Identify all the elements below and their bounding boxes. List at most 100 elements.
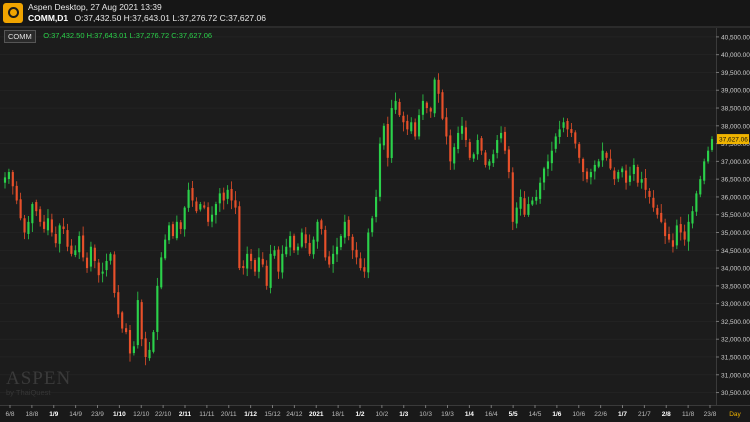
chart-header: Aspen Desktop, 27 Aug 2021 13:39 COMM,D1… bbox=[0, 0, 750, 26]
candle-down bbox=[121, 312, 124, 329]
candle-down bbox=[523, 198, 526, 215]
candle-up bbox=[246, 253, 249, 269]
candle-down bbox=[320, 220, 323, 229]
candle-down bbox=[171, 224, 175, 237]
y-tick-label: 36,500.00 bbox=[721, 177, 750, 184]
candle-down bbox=[62, 226, 65, 229]
candle-up bbox=[453, 147, 456, 164]
candle-down bbox=[585, 171, 589, 180]
candle-up bbox=[390, 108, 393, 159]
candle-down bbox=[234, 200, 237, 208]
x-tick-label: 10/6 bbox=[572, 411, 585, 418]
aspen-logo-icon bbox=[3, 3, 23, 23]
candle-down bbox=[613, 170, 616, 180]
candle-down bbox=[304, 234, 307, 244]
candle-down bbox=[11, 172, 14, 187]
x-tick-label: 11/11 bbox=[199, 411, 215, 418]
x-tick-label: 16/4 bbox=[485, 411, 498, 418]
y-tick-label: 34,000.00 bbox=[721, 266, 750, 273]
candle-up bbox=[554, 136, 557, 149]
candle-up bbox=[78, 236, 81, 253]
candle-up bbox=[531, 200, 534, 205]
candle-up bbox=[312, 239, 315, 255]
candle-up bbox=[703, 161, 706, 181]
candle-down bbox=[359, 258, 362, 269]
candle-up bbox=[257, 257, 260, 272]
candle-up bbox=[699, 179, 702, 195]
x-tick-label: 23/9 bbox=[91, 411, 104, 418]
candle-up bbox=[492, 154, 495, 164]
candle-up bbox=[3, 177, 7, 183]
candle-down bbox=[425, 102, 428, 109]
candle-up bbox=[300, 232, 303, 247]
candle-up bbox=[601, 150, 604, 161]
candle-down bbox=[222, 192, 225, 201]
candle-down bbox=[570, 129, 573, 133]
candle-up bbox=[488, 161, 491, 166]
candle-down bbox=[250, 253, 253, 261]
candle-up bbox=[675, 225, 678, 246]
x-tick-label: 24/12 bbox=[286, 411, 303, 418]
y-tick-label: 35,000.00 bbox=[721, 230, 750, 237]
x-tick-label: 19/3 bbox=[441, 411, 454, 418]
candle-up bbox=[164, 239, 167, 259]
candle-up bbox=[562, 122, 565, 128]
y-tick-label: 34,500.00 bbox=[721, 248, 750, 255]
candle-up bbox=[105, 260, 108, 271]
x-tick-label: 22/10 bbox=[155, 411, 172, 418]
candle-down bbox=[363, 267, 366, 272]
candle-down bbox=[19, 199, 22, 219]
candle-up bbox=[210, 214, 214, 222]
candle-up bbox=[367, 232, 370, 273]
candle-down bbox=[261, 258, 264, 265]
candle-up bbox=[296, 246, 300, 251]
candle-down bbox=[449, 135, 452, 162]
x-tick-label: 22/6 bbox=[594, 411, 607, 418]
candle-down bbox=[191, 187, 194, 201]
candle-up bbox=[281, 253, 284, 273]
candle-up bbox=[640, 179, 643, 183]
candle-up bbox=[167, 225, 171, 241]
candle-up bbox=[457, 132, 460, 150]
candle-down bbox=[644, 177, 647, 190]
x-tick-label: 1/4 bbox=[465, 411, 474, 418]
y-tick-label: 31,000.00 bbox=[721, 372, 750, 379]
header-separator bbox=[0, 26, 750, 28]
y-tick-label: 38,500.00 bbox=[721, 106, 750, 113]
x-tick-label: 14/9 bbox=[69, 411, 82, 418]
candle-up bbox=[339, 236, 342, 248]
candle-down bbox=[480, 138, 483, 151]
last-price-badge bbox=[717, 134, 749, 145]
candle-down bbox=[445, 117, 448, 137]
y-tick-label: 31,500.00 bbox=[721, 354, 750, 361]
candle-down bbox=[414, 122, 417, 137]
candle-down bbox=[230, 188, 233, 201]
candle-up bbox=[289, 236, 292, 248]
candle-down bbox=[140, 302, 143, 340]
candle-up bbox=[691, 211, 694, 224]
candle-up bbox=[417, 115, 421, 137]
candle-up bbox=[421, 100, 425, 115]
y-tick-label: 32,000.00 bbox=[721, 337, 750, 344]
candle-up bbox=[89, 246, 93, 267]
x-tick-label: 11/8 bbox=[682, 411, 695, 418]
candle-up bbox=[183, 207, 186, 230]
candle-up bbox=[332, 253, 335, 264]
candle-up bbox=[375, 196, 378, 217]
candle-up bbox=[152, 332, 155, 352]
candle-up bbox=[410, 122, 413, 132]
candle-up bbox=[46, 218, 50, 231]
y-tick-label: 37,000.00 bbox=[721, 159, 750, 166]
legend-symbol-tag[interactable]: COMM bbox=[4, 30, 36, 43]
candle-up bbox=[527, 204, 530, 215]
candle-down bbox=[39, 209, 42, 222]
candle-down bbox=[351, 236, 354, 251]
x-tick-label: 10/2 bbox=[376, 411, 389, 418]
app-title: Aspen Desktop, 27 Aug 2021 13:39 bbox=[28, 2, 162, 12]
candle-down bbox=[23, 218, 26, 233]
price-axis-panel bbox=[716, 28, 750, 405]
y-tick-label: 39,000.00 bbox=[721, 88, 750, 95]
candle-down bbox=[636, 167, 639, 183]
candle-down bbox=[82, 235, 85, 258]
